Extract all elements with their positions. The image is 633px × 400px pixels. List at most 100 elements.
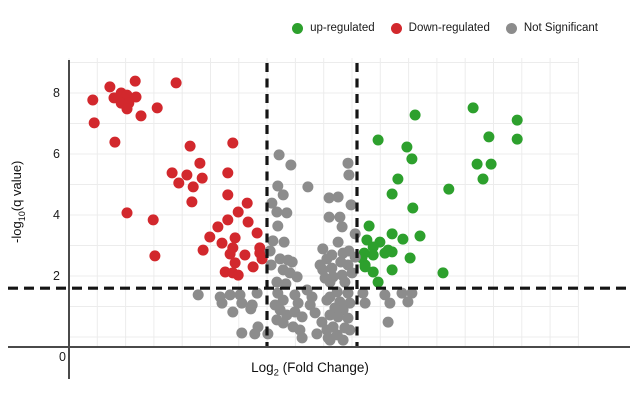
x-axis-label: Log2 (Fold Change) <box>251 360 369 379</box>
data-point-down-regulated <box>121 207 133 219</box>
data-point-up-regulated <box>483 131 495 143</box>
y-axis-tick-labels: 8 6 4 2 0 <box>53 86 66 364</box>
data-point-down-regulated <box>181 169 193 181</box>
data-point-not-significant <box>273 149 285 161</box>
data-point-not-significant <box>382 316 394 328</box>
legend-item-down-regulated: Down-regulated <box>390 22 490 34</box>
data-point-not-significant <box>314 259 326 271</box>
red-dot-icon <box>390 22 402 34</box>
data-point-up-regulated <box>359 261 371 273</box>
data-point-not-significant <box>357 287 369 299</box>
data-point-not-significant <box>266 197 278 209</box>
y-tick-0: 0 <box>59 350 66 364</box>
data-point-not-significant <box>344 324 356 336</box>
data-point-not-significant <box>236 327 248 339</box>
data-point-up-regulated <box>386 264 398 276</box>
data-point-not-significant <box>245 303 257 315</box>
data-point-not-significant <box>277 189 289 201</box>
data-point-up-regulated <box>477 173 489 185</box>
data-point-down-regulated <box>256 253 268 265</box>
data-point-up-regulated <box>485 158 497 170</box>
data-point-not-significant <box>342 312 354 324</box>
data-point-not-significant <box>332 236 344 248</box>
data-point-up-regulated <box>401 141 413 153</box>
data-point-down-regulated <box>242 216 254 228</box>
data-point-down-regulated <box>229 232 241 244</box>
data-point-not-significant <box>324 276 336 288</box>
data-point-not-significant <box>272 180 284 192</box>
data-point-not-significant <box>344 297 356 309</box>
data-point-not-significant <box>291 271 303 283</box>
data-point-not-significant <box>332 191 344 203</box>
data-point-not-significant <box>396 287 408 299</box>
data-point-down-regulated <box>196 172 208 184</box>
data-point-down-regulated <box>229 257 241 269</box>
data-point-up-regulated <box>406 153 418 165</box>
data-point-down-regulated <box>104 81 116 93</box>
data-point-up-regulated <box>386 228 398 240</box>
y-tick-4: 4 <box>53 208 60 222</box>
data-point-not-significant <box>316 316 328 328</box>
data-point-down-regulated <box>166 167 178 179</box>
data-point-down-regulated <box>151 102 163 114</box>
data-point-down-regulated <box>173 177 185 189</box>
data-point-not-significant <box>296 311 308 323</box>
legend-item-not-significant: Not Significant <box>505 22 598 34</box>
data-point-down-regulated <box>222 214 234 226</box>
data-point-not-significant <box>337 247 349 259</box>
data-point-up-regulated <box>409 109 421 121</box>
data-point-down-regulated <box>222 167 234 179</box>
data-point-not-significant <box>339 276 351 288</box>
data-point-up-regulated <box>367 266 379 278</box>
data-point-not-significant <box>324 334 336 346</box>
legend-item-up-regulated: up-regulated <box>292 22 375 34</box>
data-point-down-regulated <box>222 189 234 201</box>
data-point-not-significant <box>224 289 236 301</box>
data-point-up-regulated <box>363 220 375 232</box>
data-point-not-significant <box>324 291 336 303</box>
y-axis-label: -log10(q value) <box>9 160 27 243</box>
data-point-down-regulated <box>149 250 161 262</box>
data-point-down-regulated <box>184 140 196 152</box>
data-point-not-significant <box>334 211 346 223</box>
data-point-up-regulated <box>404 252 416 264</box>
data-point-not-significant <box>379 289 391 301</box>
data-point-down-regulated <box>204 231 216 243</box>
data-point-not-significant <box>326 249 338 261</box>
data-point-not-significant <box>267 235 279 247</box>
data-point-not-significant <box>251 287 263 299</box>
data-point-up-regulated <box>511 114 523 126</box>
data-point-up-regulated <box>511 133 523 145</box>
data-point-not-significant <box>216 297 228 309</box>
data-point-not-significant <box>311 328 323 340</box>
data-point-down-regulated <box>232 206 244 218</box>
y-tick-6: 6 <box>53 147 60 161</box>
data-point-not-significant <box>332 311 344 323</box>
data-point-not-significant <box>271 206 283 218</box>
data-point-up-regulated <box>414 230 426 242</box>
data-point-not-significant <box>402 296 414 308</box>
data-point-not-significant <box>384 297 396 309</box>
legend-label: Down-regulated <box>408 22 490 34</box>
data-point-not-significant <box>234 289 246 301</box>
data-point-not-significant <box>281 207 293 219</box>
legend-label: up-regulated <box>310 22 375 34</box>
data-point-not-significant <box>285 159 297 171</box>
data-point-down-regulated <box>197 244 209 256</box>
data-point-not-significant <box>349 228 361 240</box>
y-tick-2: 2 <box>53 269 60 283</box>
data-point-down-regulated <box>135 110 147 122</box>
chart-legend: up-regulated Down-regulated Not Signific… <box>0 22 598 34</box>
data-point-not-significant <box>227 306 239 318</box>
data-point-down-regulated <box>147 214 159 226</box>
data-point-up-regulated <box>372 276 384 288</box>
data-point-not-significant <box>277 294 289 306</box>
data-point-not-significant <box>337 334 349 346</box>
threshold-lines <box>8 63 628 346</box>
data-point-up-regulated <box>407 202 419 214</box>
data-point-down-regulated <box>121 103 133 115</box>
data-point-not-significant <box>296 332 308 344</box>
data-point-down-regulated <box>251 227 263 239</box>
data-point-down-regulated <box>87 94 99 106</box>
